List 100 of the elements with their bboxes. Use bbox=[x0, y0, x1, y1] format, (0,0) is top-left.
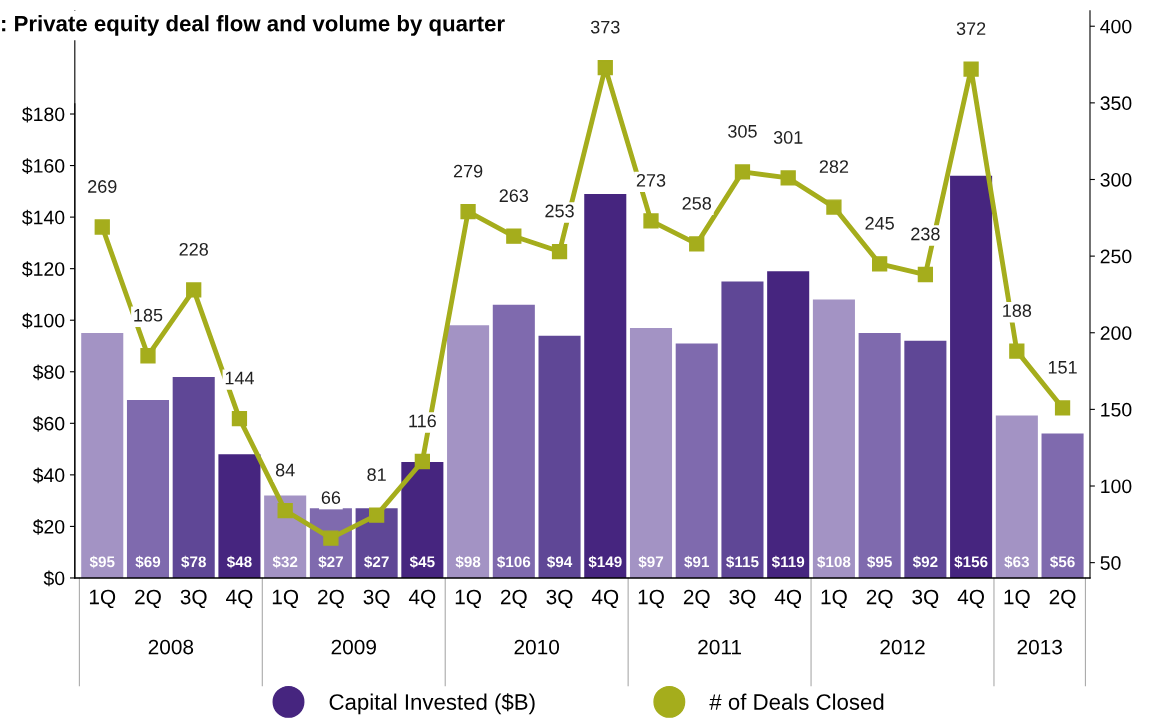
bar bbox=[629, 327, 673, 578]
point bbox=[231, 410, 248, 427]
x-tick-label: 4Q bbox=[957, 589, 984, 609]
point bbox=[1009, 343, 1025, 359]
data-label: 269 bbox=[88, 180, 117, 193]
bar bbox=[538, 335, 581, 578]
data-label: 279 bbox=[453, 164, 483, 178]
data-label: 373 bbox=[590, 20, 620, 34]
data-label: $119 bbox=[771, 555, 805, 569]
x-tick-label: 4Q bbox=[226, 589, 253, 609]
data-label: $97 bbox=[638, 555, 664, 569]
point bbox=[94, 219, 110, 235]
x-tick-label: 2Q bbox=[866, 589, 893, 609]
data-label: 185 bbox=[134, 308, 163, 322]
point bbox=[1054, 400, 1071, 416]
x-tick-label: 3Q bbox=[912, 589, 939, 609]
point bbox=[277, 502, 293, 519]
x-tick-label: 3Q bbox=[363, 589, 390, 609]
bar bbox=[584, 193, 627, 578]
point bbox=[551, 243, 568, 260]
data-label: $45 bbox=[409, 555, 435, 569]
bar bbox=[904, 340, 947, 578]
point bbox=[323, 530, 339, 546]
data-label: 66 bbox=[321, 491, 341, 504]
bar bbox=[721, 281, 764, 578]
data-label: $98 bbox=[455, 555, 481, 569]
text: 2011 bbox=[698, 639, 741, 655]
x-tick-label: 4Q bbox=[408, 589, 436, 609]
text: 2010 bbox=[514, 639, 560, 655]
data-label: 273 bbox=[636, 173, 666, 187]
data-label: $106 bbox=[497, 555, 531, 569]
bar bbox=[995, 415, 1038, 578]
x-tick-label: 3Q bbox=[180, 589, 207, 609]
y-tick-label: $60 bbox=[32, 415, 65, 432]
point bbox=[963, 61, 979, 77]
bar bbox=[858, 333, 901, 578]
x-tick-label: 2Q bbox=[683, 589, 710, 609]
bar bbox=[492, 304, 535, 578]
data-label: $48 bbox=[226, 555, 252, 569]
y-tick-label: $0 bbox=[43, 570, 65, 587]
point bbox=[643, 213, 659, 229]
data-label: $69 bbox=[135, 555, 161, 569]
x-tick-label: 1Q bbox=[272, 589, 299, 609]
y-tick-label: $160 bbox=[22, 158, 65, 174]
y2-tick-label: 400 bbox=[1100, 19, 1132, 34]
data-label: $94 bbox=[547, 555, 573, 569]
text: 2012 bbox=[880, 639, 925, 655]
data-label: 305 bbox=[728, 124, 757, 138]
x-tick-label: 3Q bbox=[546, 589, 573, 609]
bar bbox=[264, 495, 307, 578]
point bbox=[186, 282, 202, 298]
bar bbox=[767, 271, 810, 578]
point bbox=[414, 453, 430, 470]
data-label: 372 bbox=[956, 22, 986, 36]
data-label: 81 bbox=[367, 468, 386, 481]
data-label: $115 bbox=[726, 555, 759, 569]
x-tick-label: 1Q bbox=[821, 589, 847, 609]
x-tick-label: 1Q bbox=[638, 589, 664, 609]
data-label: 151 bbox=[1048, 361, 1077, 374]
point bbox=[460, 204, 476, 220]
data-label: 188 bbox=[1003, 304, 1032, 318]
y2-tick-label: 250 bbox=[1100, 249, 1132, 264]
data-label: $27 bbox=[318, 555, 343, 569]
y2-tick-label: 150 bbox=[1101, 402, 1132, 417]
x-tick-label: 4Q bbox=[774, 589, 802, 609]
data-label: $56 bbox=[1050, 555, 1075, 569]
point bbox=[597, 59, 613, 76]
data-label: $95 bbox=[89, 555, 115, 569]
point bbox=[368, 507, 385, 523]
text: 2009 bbox=[331, 639, 376, 655]
data-label: $32 bbox=[272, 555, 298, 569]
bar bbox=[81, 333, 124, 578]
data-label: 301 bbox=[773, 131, 803, 144]
x-tick-label: 1Q bbox=[455, 589, 481, 609]
bar bbox=[401, 461, 444, 578]
chart-title: : Private equity deal flow and volume by quarter bbox=[2, 15, 505, 36]
legend-label: Capital Invested ($B) bbox=[329, 693, 535, 715]
bar bbox=[126, 400, 170, 578]
bar bbox=[172, 376, 215, 578]
data-label: $27 bbox=[364, 555, 389, 569]
data-label: 144 bbox=[225, 371, 254, 385]
x-tick-label: 2Q bbox=[1049, 589, 1076, 609]
point bbox=[506, 228, 522, 244]
x-tick-label: 2Q bbox=[318, 589, 344, 609]
data-label: 228 bbox=[179, 242, 208, 256]
bar bbox=[675, 343, 718, 578]
y2-tick-label: 50 bbox=[1100, 556, 1121, 570]
data-label: 253 bbox=[545, 204, 574, 218]
y-tick-label: $140 bbox=[22, 209, 65, 226]
bar bbox=[1041, 433, 1084, 578]
x-tick-label: 1Q bbox=[1004, 589, 1030, 609]
data-label: 245 bbox=[865, 216, 894, 230]
data-label: $78 bbox=[181, 555, 206, 569]
data-label: 84 bbox=[275, 463, 295, 477]
data-label: $149 bbox=[588, 555, 622, 569]
point bbox=[780, 170, 796, 186]
data-label: $63 bbox=[1004, 555, 1030, 569]
point bbox=[826, 199, 842, 215]
point bbox=[734, 164, 751, 180]
y2-tick-label: 100 bbox=[1101, 479, 1132, 494]
